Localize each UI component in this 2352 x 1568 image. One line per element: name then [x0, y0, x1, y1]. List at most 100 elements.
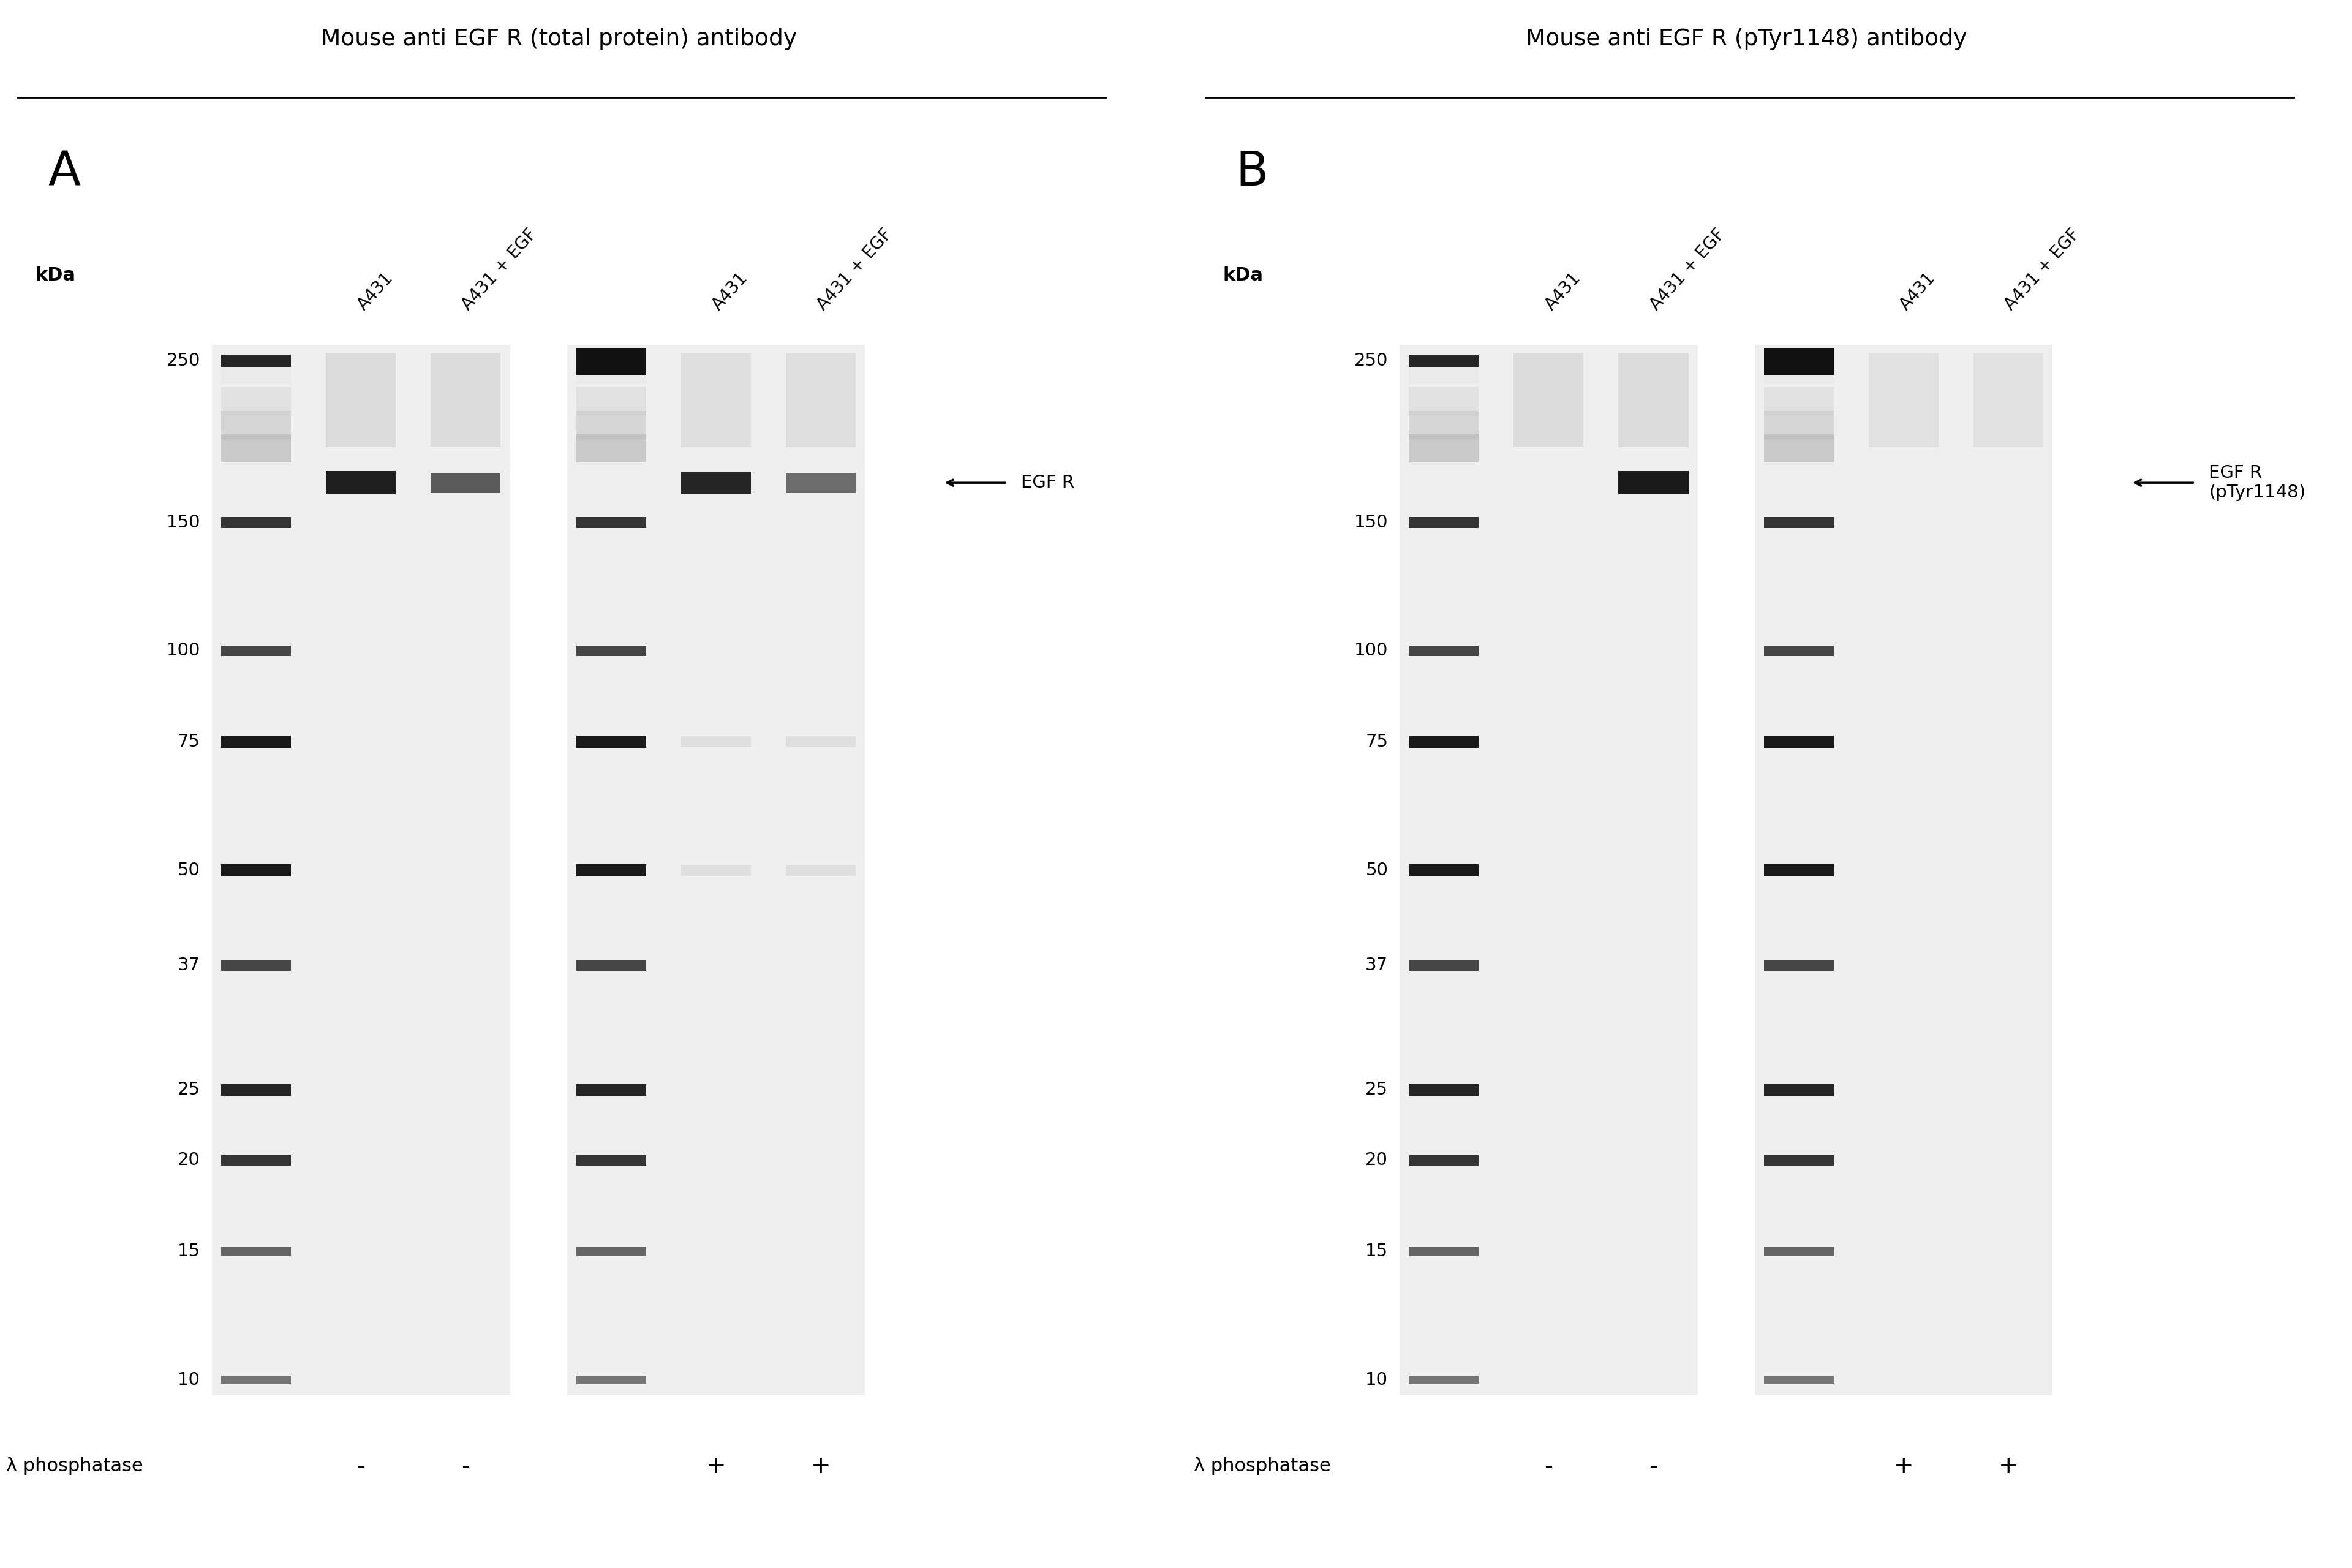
Bar: [576, 387, 647, 416]
Bar: [1409, 646, 1479, 655]
Text: 15: 15: [1364, 1243, 1388, 1261]
Bar: [576, 348, 647, 375]
Text: 100: 100: [1355, 643, 1388, 659]
Bar: [430, 472, 501, 492]
Text: B: B: [1235, 149, 1268, 196]
Bar: [576, 1156, 647, 1165]
Bar: [221, 1247, 292, 1256]
Bar: [682, 472, 750, 494]
Text: 150: 150: [1355, 514, 1388, 532]
Bar: [221, 517, 292, 528]
Text: A431: A431: [708, 270, 750, 314]
Text: +: +: [1893, 1455, 1915, 1477]
Bar: [576, 735, 647, 748]
Bar: [1618, 353, 1689, 447]
Text: 37: 37: [176, 956, 200, 974]
Text: A431 + EGF: A431 + EGF: [2002, 226, 2084, 314]
Bar: [576, 356, 647, 384]
Bar: [682, 353, 750, 447]
Bar: [1409, 961, 1479, 971]
Text: 150: 150: [167, 514, 200, 532]
Bar: [682, 864, 750, 875]
Text: +: +: [811, 1455, 830, 1477]
Text: -: -: [461, 1455, 470, 1477]
Bar: [786, 737, 856, 748]
Bar: [221, 864, 292, 877]
Text: A431: A431: [1543, 270, 1583, 314]
Bar: [576, 961, 647, 971]
Text: A431 + EGF: A431 + EGF: [814, 226, 896, 314]
Bar: [1409, 1247, 1479, 1256]
Bar: [510, 337, 567, 1403]
Bar: [576, 646, 647, 655]
Bar: [1870, 353, 1938, 447]
Bar: [221, 387, 292, 416]
Bar: [1409, 1377, 1479, 1383]
Bar: [1399, 345, 1698, 1396]
Text: 10: 10: [179, 1372, 200, 1388]
Bar: [221, 434, 292, 463]
Bar: [1764, 348, 1835, 375]
Text: EGF R: EGF R: [1021, 474, 1075, 491]
Bar: [221, 735, 292, 748]
Bar: [221, 356, 292, 384]
Bar: [1409, 517, 1479, 528]
Text: -: -: [1545, 1455, 1552, 1477]
Bar: [576, 1377, 647, 1383]
Bar: [576, 434, 647, 463]
Bar: [1409, 411, 1479, 439]
Text: A431 + EGF: A431 + EGF: [459, 226, 541, 314]
Bar: [221, 1377, 292, 1383]
Text: 10: 10: [1367, 1372, 1388, 1388]
Text: 75: 75: [179, 734, 200, 751]
Bar: [212, 345, 510, 1396]
Bar: [786, 864, 856, 875]
Text: -: -: [358, 1455, 365, 1477]
Text: A431: A431: [1896, 270, 1938, 314]
Text: kDa: kDa: [35, 267, 75, 284]
Bar: [576, 864, 647, 877]
Bar: [1764, 646, 1835, 655]
Text: +: +: [706, 1455, 727, 1477]
Bar: [221, 646, 292, 655]
Bar: [1764, 1156, 1835, 1165]
Text: 20: 20: [1367, 1152, 1388, 1168]
Text: 25: 25: [179, 1082, 200, 1098]
Text: 100: 100: [167, 643, 200, 659]
Text: 37: 37: [1364, 956, 1388, 974]
Bar: [430, 353, 501, 447]
Bar: [1764, 1083, 1835, 1096]
Text: λ phosphatase: λ phosphatase: [1192, 1457, 1331, 1475]
Text: 250: 250: [167, 353, 200, 368]
Bar: [221, 1083, 292, 1096]
Text: 15: 15: [176, 1243, 200, 1261]
Bar: [1973, 353, 2044, 447]
Bar: [1764, 735, 1835, 748]
Text: 20: 20: [179, 1152, 200, 1168]
Bar: [1764, 864, 1835, 877]
Text: A431 + EGF: A431 + EGF: [1646, 226, 1729, 314]
Bar: [1764, 1247, 1835, 1256]
Bar: [576, 517, 647, 528]
Bar: [1409, 864, 1479, 877]
Bar: [221, 411, 292, 439]
Bar: [1409, 735, 1479, 748]
Bar: [1409, 1083, 1479, 1096]
Bar: [576, 1083, 647, 1096]
Bar: [1764, 961, 1835, 971]
Bar: [1409, 354, 1479, 367]
Bar: [1698, 337, 1755, 1403]
Text: λ phosphatase: λ phosphatase: [5, 1457, 143, 1475]
Bar: [576, 411, 647, 439]
Bar: [1409, 434, 1479, 463]
Bar: [1409, 356, 1479, 384]
Text: 25: 25: [1367, 1082, 1388, 1098]
Text: 50: 50: [1367, 862, 1388, 878]
Text: EGF R
(pTyr1148): EGF R (pTyr1148): [2209, 464, 2305, 502]
Bar: [1764, 411, 1835, 439]
Bar: [1409, 1156, 1479, 1165]
Bar: [1764, 434, 1835, 463]
Bar: [576, 1247, 647, 1256]
Text: kDa: kDa: [1223, 267, 1263, 284]
Bar: [221, 354, 292, 367]
